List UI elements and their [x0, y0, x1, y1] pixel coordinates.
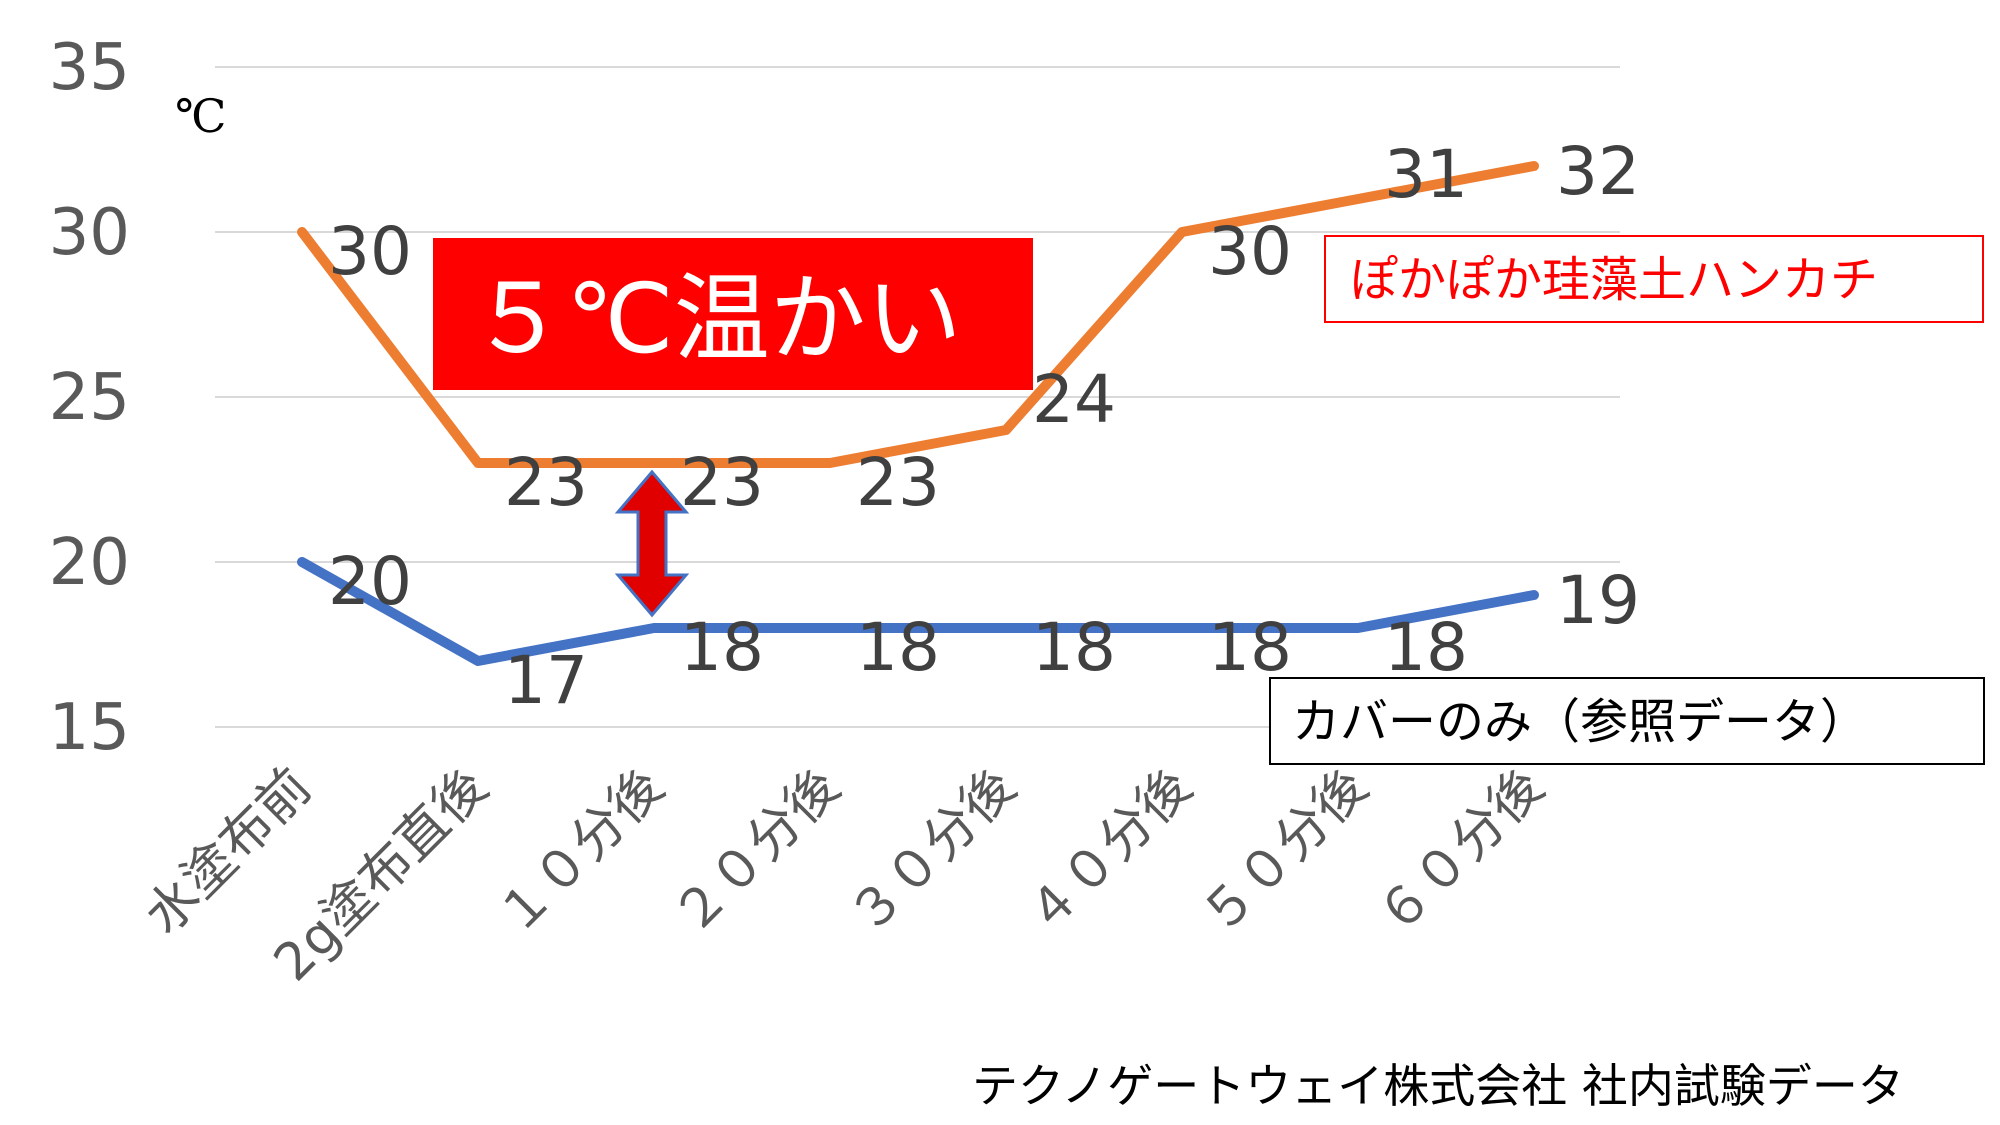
legend-blue: カバーのみ（参照データ） — [1269, 677, 1985, 765]
data-label: 19 — [1556, 562, 1640, 639]
credit-text: テクノゲートウェイ株式会社 社内試験データ — [972, 1059, 1904, 1113]
y-tick-label: 35 — [49, 31, 130, 105]
callout-text: ５℃温かい — [470, 263, 962, 375]
y-axis-ticks: 35 30 25 20 15 — [49, 31, 130, 765]
legend-orange: ぽかぽか珪藻土ハンカチ — [1324, 235, 1984, 323]
y-tick-label: 15 — [49, 691, 130, 765]
gridlines — [215, 66, 1620, 728]
series-line-cover-only — [297, 557, 1539, 666]
data-label: 30 — [328, 213, 412, 290]
x-tick-label: １０分後 — [486, 757, 676, 947]
data-label: 24 — [1032, 361, 1116, 438]
series-lines — [297, 161, 1539, 666]
y-tick-label: 30 — [49, 196, 130, 270]
y-tick-label: 25 — [49, 361, 130, 435]
series-line-hankachi — [297, 161, 1539, 468]
x-tick-label: ６０分後 — [1366, 757, 1556, 947]
data-label: 18 — [680, 609, 764, 686]
data-label: 17 — [504, 642, 588, 719]
data-label: 20 — [328, 543, 412, 620]
y-tick-label: 20 — [49, 526, 130, 600]
arrow-shape — [614, 469, 690, 618]
x-tick-label: ５０分後 — [1190, 757, 1380, 947]
y-axis-unit: ℃ — [175, 89, 226, 143]
double-arrow-icon — [614, 469, 690, 618]
data-label: 18 — [1208, 609, 1292, 686]
data-label: 23 — [856, 444, 940, 521]
legend-orange-label: ぽかぽか珪藻土ハンカチ — [1350, 252, 1878, 308]
callout-box — [433, 238, 1033, 390]
data-label: 31 — [1384, 136, 1468, 213]
data-label: 23 — [504, 444, 588, 521]
legend-blue-label: カバーのみ（参照データ） — [1292, 694, 1868, 750]
data-label: 18 — [1384, 609, 1468, 686]
x-tick-label: ３０分後 — [838, 757, 1028, 947]
legend-blue-box — [1269, 677, 1985, 765]
data-label: 32 — [1556, 133, 1640, 210]
data-labels: 30 23 23 23 24 30 31 32 20 17 18 18 18 18 18 19 — [328, 133, 1640, 719]
data-label: 18 — [856, 609, 940, 686]
x-tick-label: ４０分後 — [1014, 757, 1204, 947]
legend-orange-box — [1324, 235, 1984, 323]
x-tick-label: ２０分後 — [662, 757, 852, 947]
difference-callout: ５℃温かい — [433, 238, 1033, 390]
data-label: 23 — [680, 444, 764, 521]
data-label: 18 — [1032, 609, 1116, 686]
data-label: 30 — [1208, 213, 1292, 290]
